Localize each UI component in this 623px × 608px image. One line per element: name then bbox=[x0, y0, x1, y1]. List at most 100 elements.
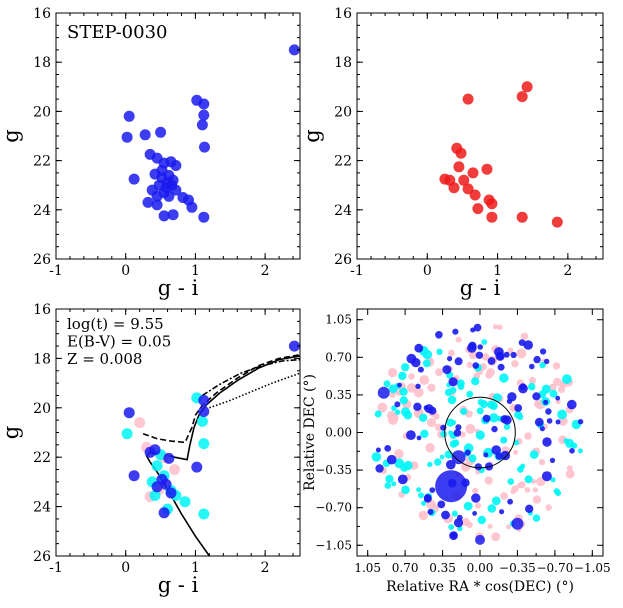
star-point-cyan bbox=[447, 395, 457, 405]
star-point-cyan bbox=[422, 349, 433, 360]
star-point-blue bbox=[435, 331, 443, 339]
star-point-cyan bbox=[481, 339, 488, 345]
y-tick-label: 26 bbox=[33, 549, 51, 565]
data-point bbox=[151, 190, 163, 202]
y-tick-label: 16 bbox=[33, 302, 51, 318]
star-point-cyan bbox=[466, 390, 474, 398]
star-point-blue bbox=[477, 344, 484, 350]
star-point-pink bbox=[553, 377, 562, 387]
star-point-pink bbox=[465, 423, 476, 434]
star-point-cyan bbox=[527, 382, 536, 391]
star-point-pink bbox=[419, 375, 430, 385]
star-point-blue bbox=[446, 459, 456, 470]
star-point-cyan bbox=[420, 429, 429, 438]
y-tick-label: 22 bbox=[33, 450, 51, 466]
star-point-blue bbox=[487, 357, 496, 365]
y-tick-label: 20 bbox=[33, 401, 51, 417]
star-point-cyan bbox=[529, 450, 539, 459]
star-point-pink bbox=[466, 521, 473, 529]
star-point-pink bbox=[500, 492, 508, 500]
star-point-blue bbox=[567, 399, 577, 410]
x-tick-label: 2 bbox=[261, 560, 270, 576]
star-point-blue bbox=[375, 447, 381, 453]
y-tick-label: 26 bbox=[334, 252, 352, 268]
star-point-bright bbox=[511, 517, 524, 530]
star-point-pink bbox=[389, 392, 396, 398]
star-point-cyan bbox=[451, 510, 458, 517]
star-point-cyan bbox=[388, 384, 398, 394]
star-point-blue bbox=[406, 430, 416, 440]
x-tick-label: -1 bbox=[49, 560, 63, 576]
star-point-blue bbox=[569, 448, 575, 454]
data-point bbox=[139, 129, 151, 141]
star-point-cyan bbox=[391, 405, 397, 412]
cluster-name-label: STEP-0030 bbox=[67, 22, 168, 43]
x-tick-label: 2 bbox=[261, 263, 270, 279]
star-point-cyan bbox=[471, 377, 480, 386]
data-point-blue bbox=[198, 394, 210, 406]
y-tick-label: 20 bbox=[33, 104, 51, 120]
star-point-cyan bbox=[487, 504, 497, 513]
star-point-bright bbox=[377, 386, 390, 399]
data-point-cyan bbox=[121, 428, 133, 440]
x-tick-label: 2 bbox=[563, 263, 572, 279]
star-point-cyan bbox=[557, 409, 567, 420]
star-point-cyan bbox=[479, 400, 488, 409]
data-point bbox=[516, 211, 528, 223]
star-point-pink bbox=[469, 351, 478, 360]
star-point-pink bbox=[532, 487, 538, 493]
star-point-bright bbox=[475, 534, 485, 545]
star-point-blue bbox=[468, 341, 477, 350]
data-point-blue bbox=[288, 340, 300, 352]
star-point-blue bbox=[448, 377, 458, 387]
star-point-blue bbox=[495, 351, 505, 361]
y-tick-label: 16 bbox=[33, 6, 51, 22]
star-point-pink bbox=[425, 443, 435, 453]
star-point-cyan bbox=[563, 438, 569, 444]
isochrone-line-dashed bbox=[142, 353, 300, 444]
data-point-pink bbox=[134, 417, 146, 429]
star-point-cyan bbox=[399, 396, 408, 405]
data-point bbox=[158, 210, 170, 222]
isochrone-line-dotted bbox=[209, 372, 300, 409]
star-point-cyan bbox=[499, 373, 509, 383]
data-point bbox=[469, 189, 481, 201]
star-point-blue bbox=[473, 323, 482, 332]
y-tick-label: −0.35 bbox=[315, 463, 352, 477]
star-point-pink bbox=[552, 362, 561, 370]
star-point-blue bbox=[503, 351, 510, 358]
star-point-cyan bbox=[524, 475, 533, 484]
x-tick-label: −0.35 bbox=[499, 561, 536, 575]
star-point-pink bbox=[427, 383, 436, 392]
star-point-blue bbox=[472, 362, 480, 369]
star-point-cyan bbox=[571, 442, 578, 449]
star-point-pink bbox=[524, 432, 532, 440]
star-point-pink bbox=[406, 383, 417, 393]
y-tick-label: 16 bbox=[334, 6, 352, 22]
star-point-blue bbox=[429, 487, 436, 493]
isochrone-parameter-label: log(t) = 9.55 bbox=[67, 315, 164, 333]
star-point-cyan bbox=[549, 389, 558, 398]
y-tick-label: −1.05 bbox=[315, 538, 352, 552]
data-point bbox=[521, 81, 533, 93]
star-point-pink bbox=[538, 459, 546, 466]
star-point-cyan bbox=[507, 478, 515, 485]
x-tick-label: −1.05 bbox=[574, 561, 611, 575]
star-point-cyan bbox=[489, 401, 498, 411]
data-point bbox=[486, 198, 498, 210]
plot-area bbox=[121, 340, 300, 556]
star-point-cyan bbox=[449, 386, 457, 394]
star-point-blue bbox=[497, 363, 505, 371]
star-point-blue bbox=[441, 510, 450, 520]
star-point-blue bbox=[415, 383, 421, 389]
panel-top-right-cmd: -1 0 1 2 16 18 20 22 24 26 g - i g bbox=[300, 6, 604, 300]
y-axis-label: g bbox=[0, 129, 23, 142]
star-point-pink bbox=[493, 324, 498, 330]
star-point-cyan bbox=[448, 524, 455, 530]
plot-frame bbox=[55, 12, 301, 260]
data-point bbox=[481, 163, 493, 175]
y-tick-label: 22 bbox=[334, 154, 352, 170]
data-point bbox=[170, 184, 182, 196]
star-point-blue bbox=[394, 401, 401, 408]
x-tick-label: −0.70 bbox=[536, 561, 573, 575]
